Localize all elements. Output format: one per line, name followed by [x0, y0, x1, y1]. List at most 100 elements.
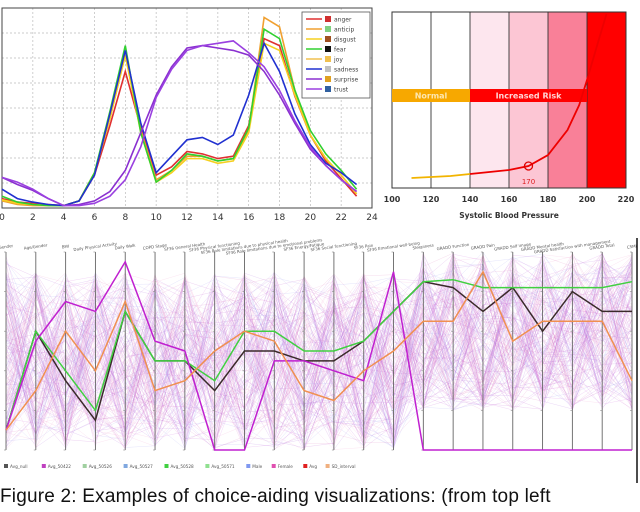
x-tick-label: 22: [335, 213, 346, 223]
legend-swatch: [246, 464, 251, 468]
legend-label: trust: [334, 87, 349, 94]
normal-zone-bar: [392, 89, 470, 102]
legend-label: SD_interval: [332, 464, 356, 469]
axis-label: GRADD Function: [436, 242, 470, 252]
x-tick-label: 100: [384, 195, 401, 204]
blood-pressure-risk-chart-svg: Normal Increased Risk 170 100 120 140 160 180 20…: [384, 11, 635, 220]
axis-label: GRADD Mental health: [521, 241, 565, 252]
series-line-sadness: [1, 41, 358, 207]
legend-label: surprise: [334, 77, 358, 84]
x-tick-label: 220: [618, 195, 635, 204]
legend-swatch: [325, 86, 331, 92]
background-lines: [5, 251, 633, 451]
axis-label: Daily Physical Activity: [73, 241, 118, 252]
legend-label: Female: [278, 464, 294, 469]
x-tick-label: 24: [366, 213, 378, 223]
legend-swatch: [123, 464, 128, 468]
axis-label: SF36 Pain: [353, 243, 373, 251]
legend-swatch: [82, 464, 87, 468]
highlighted-line-Avg_50422[interactable]: [5, 260, 632, 451]
legend-swatch: [325, 76, 331, 82]
legend-swatch: [4, 464, 8, 468]
x-tick-label: 12: [181, 213, 192, 223]
x-tick-label: 180: [540, 195, 557, 204]
axis-label: Sleepiness: [412, 243, 434, 251]
axis-label: SF36 Social functioning: [310, 241, 358, 253]
legend-label: Avg: [309, 464, 317, 469]
x-tick-label: 0: [0, 213, 5, 223]
legend-label: anticip: [334, 27, 354, 34]
emotion-line-chart-svg: 0 2 4 6 8 10 12 14 16 18 20 22 24angeranticipdisgust…: [0, 7, 378, 223]
x-tick-label: 8: [122, 213, 128, 223]
legend-label: Male: [252, 464, 262, 469]
legend-swatch: [325, 66, 331, 72]
legend-swatch: [303, 464, 308, 468]
parallel-coordinates-chart: Gender Age/Gender BMI Daily Physical Activi…: [0, 237, 640, 483]
legend-label: Avg_50422: [48, 464, 72, 469]
marker-label: 170: [522, 178, 535, 186]
legend-label: sadness: [334, 67, 358, 74]
legend-swatch: [41, 464, 46, 468]
parallel-coordinates-chart-svg: Gender Age/Gender BMI Daily Physical Activi…: [0, 237, 638, 483]
x-tick-label: 18: [274, 213, 286, 223]
x-tick-label: 140: [462, 195, 479, 204]
legend-label: anger: [334, 17, 352, 24]
highlighted-line-Avg_50528[interactable]: [5, 278, 633, 431]
x-tick-label: 20: [305, 213, 317, 223]
legend-swatch: [205, 464, 210, 468]
axis-label: GRADD Pain: [470, 242, 495, 250]
legend-swatch: [325, 56, 331, 62]
legend: anger anticip disgust fear joy sadness surpris…: [301, 11, 371, 99]
axis-label: CSMI: [627, 243, 638, 249]
increased-risk-label: Increased Risk: [496, 92, 563, 101]
axis-label: BMI: [61, 244, 69, 250]
x-tick-label: 6: [92, 213, 98, 223]
axis-label: Age/Gender: [23, 242, 48, 250]
blood-pressure-risk-chart: Normal Increased Risk 170 100 120 140 160 180 20…: [380, 0, 640, 230]
legend-swatch: [325, 26, 331, 32]
axis-label: GRADD Self image: [494, 241, 532, 251]
axis-label: SF36 General Health: [164, 241, 206, 252]
series-line-trust: [1, 40, 358, 207]
legend-swatch: [325, 46, 331, 52]
risk-curve-normal: [411, 173, 471, 179]
x-tick-label: 160: [501, 195, 518, 204]
legend-swatch: [271, 464, 276, 468]
legend-swatch: [325, 464, 330, 468]
axis-label: COPD Stage: [142, 242, 167, 250]
marker-circle: [523, 161, 534, 171]
risk-band: [587, 12, 626, 188]
highlighted-line-SD_interval[interactable]: [5, 270, 633, 431]
x-tick-label: 200: [579, 195, 596, 204]
legend-label: Avg_50527: [130, 464, 154, 469]
legend-label: fear: [334, 47, 346, 54]
plot-frame: [1, 7, 373, 209]
legend-swatch: [325, 36, 331, 42]
axis-label: Daily Walk: [114, 242, 136, 250]
risk-curve-risk: [469, 13, 608, 175]
axis-label: SF36 Energy/Fatigue: [283, 241, 325, 252]
x-tick-label: 10: [150, 213, 162, 223]
x-tick-label: 14: [212, 213, 224, 223]
x-tick-label: 16: [243, 213, 255, 223]
legend-label: Avg_50526: [89, 464, 113, 469]
highlighted-line-Avg_null[interactable]: [5, 280, 632, 431]
parallel-legend: Avg_null Avg_50422 Avg_50526 Avg_50527 Avg_5…: [4, 464, 356, 469]
figure-caption: Figure 2: Examples of choice-aiding visu…: [0, 486, 551, 507]
x-tick-label: 4: [61, 213, 67, 223]
axis-label: Gender: [0, 243, 14, 250]
x-axis-label: Systolic Blood Pressure: [459, 211, 559, 220]
legend-label: joy: [333, 57, 343, 64]
legend-label: Avg_50528: [171, 464, 195, 469]
legend-swatch: [325, 16, 331, 22]
legend-swatch: [164, 464, 169, 468]
x-tick-label: 120: [423, 195, 440, 204]
increased-risk-zone-bar: [470, 89, 587, 102]
legend-label: Avg_null: [10, 464, 27, 469]
emotion-line-chart: 0 2 4 6 8 10 12 14 16 18 20 22 24 anger anticip disgust…: [0, 0, 380, 225]
legend-label: Avg_50571: [211, 464, 235, 469]
normal-label: Normal: [415, 92, 448, 101]
legend-label: disgust: [334, 37, 356, 44]
axis-label: GRADD Total: [589, 242, 615, 250]
x-tick-label: 2: [30, 213, 36, 223]
